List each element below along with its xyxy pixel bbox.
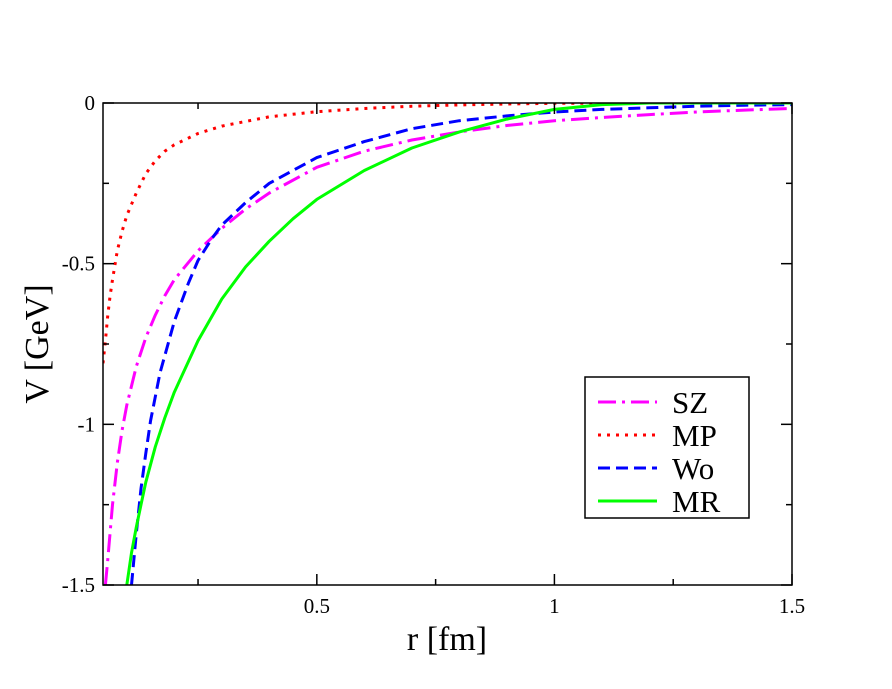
y-axis-title: V [GeV] <box>19 284 56 403</box>
tick-labels-layer: 0.5 1 1.5 0 -0.5 -1 -1.5 <box>62 91 805 618</box>
legend-label-wo: Wo <box>672 451 714 486</box>
x-axis-title: r [fm] <box>407 621 487 658</box>
y-tick-label: -1 <box>78 412 96 436</box>
y-tick-label: -0.5 <box>62 252 95 276</box>
series-line-mp <box>103 103 792 364</box>
ticks-layer <box>103 102 793 586</box>
x-tick-label: 1 <box>549 594 560 618</box>
legend-label-mr: MR <box>672 484 721 519</box>
y-tick-label: -1.5 <box>62 573 95 597</box>
legend-label-mp: MP <box>672 418 717 453</box>
series-line-mr <box>125 103 792 585</box>
y-tick-label: 0 <box>85 91 96 115</box>
series-line-sz <box>103 107 792 585</box>
series-layer <box>103 103 792 585</box>
x-tick-label: 0.5 <box>304 594 330 618</box>
legend-label-sz: SZ <box>672 385 708 420</box>
legend-box <box>584 376 750 519</box>
series-line-wo <box>130 103 792 585</box>
x-tick-label: 1.5 <box>779 594 805 618</box>
